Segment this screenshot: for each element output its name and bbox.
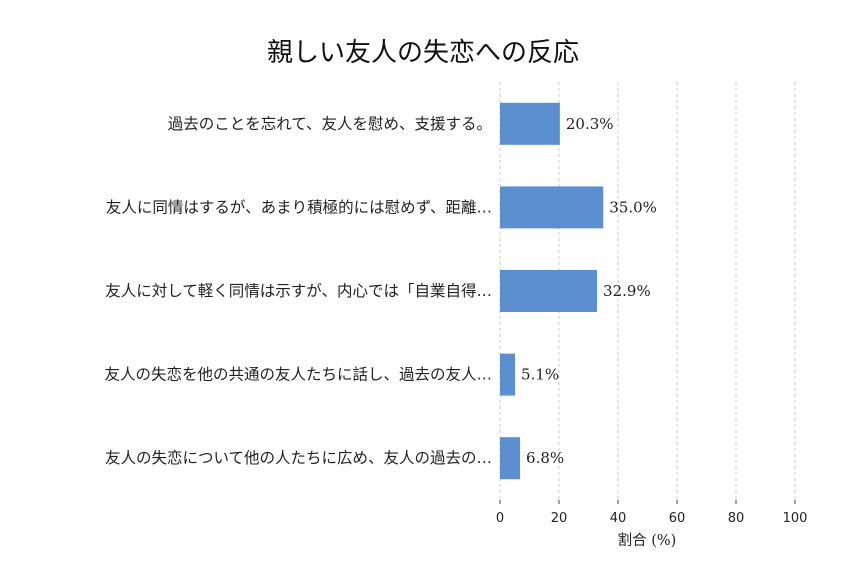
data-label: 20.3% [566,115,614,133]
x-tick-label: 100 [783,511,808,526]
category-label: 友人に同情はするが、あまり積極的には慰めず、距離… [106,197,492,216]
x-tick-label: 20 [551,511,568,526]
x-tick-label: 60 [669,511,686,526]
bar-layer [500,102,604,480]
category-label: 友人に対して軽く同情は示すが、内心では「自業自得… [105,282,492,300]
category-label: 過去のことを忘れて、友人を慰め、支援する。 [168,114,492,133]
x-tick-label: 40 [610,511,627,526]
bar [500,353,516,396]
x-tick-label: 80 [728,511,745,526]
bar [500,186,604,229]
category-label: 友人の失恋について他の人たちに広め、友人の過去の… [105,448,492,467]
x-tick-label: 0 [496,511,504,526]
data-label: 35.0% [609,198,657,216]
x-axis-label: 割合 (%) [618,532,677,549]
label-layer: 過去のことを忘れて、友人を慰め、支援する。 20.3% 友人に同情はするが、あまり積… [104,114,656,467]
data-label: 6.8% [526,449,564,467]
tick-layer: 0 20 40 60 80 100 [496,500,808,526]
bar [500,102,560,145]
grid-layer [499,82,796,500]
chart-title: 親しい友人の失恋への反応 [267,38,579,68]
bar [500,270,598,312]
data-label: 5.1% [521,366,559,384]
category-label: 友人の失恋を他の共通の友人たちに話し、過去の友人… [104,365,492,384]
data-label: 32.9% [603,282,651,300]
bar [500,437,521,480]
